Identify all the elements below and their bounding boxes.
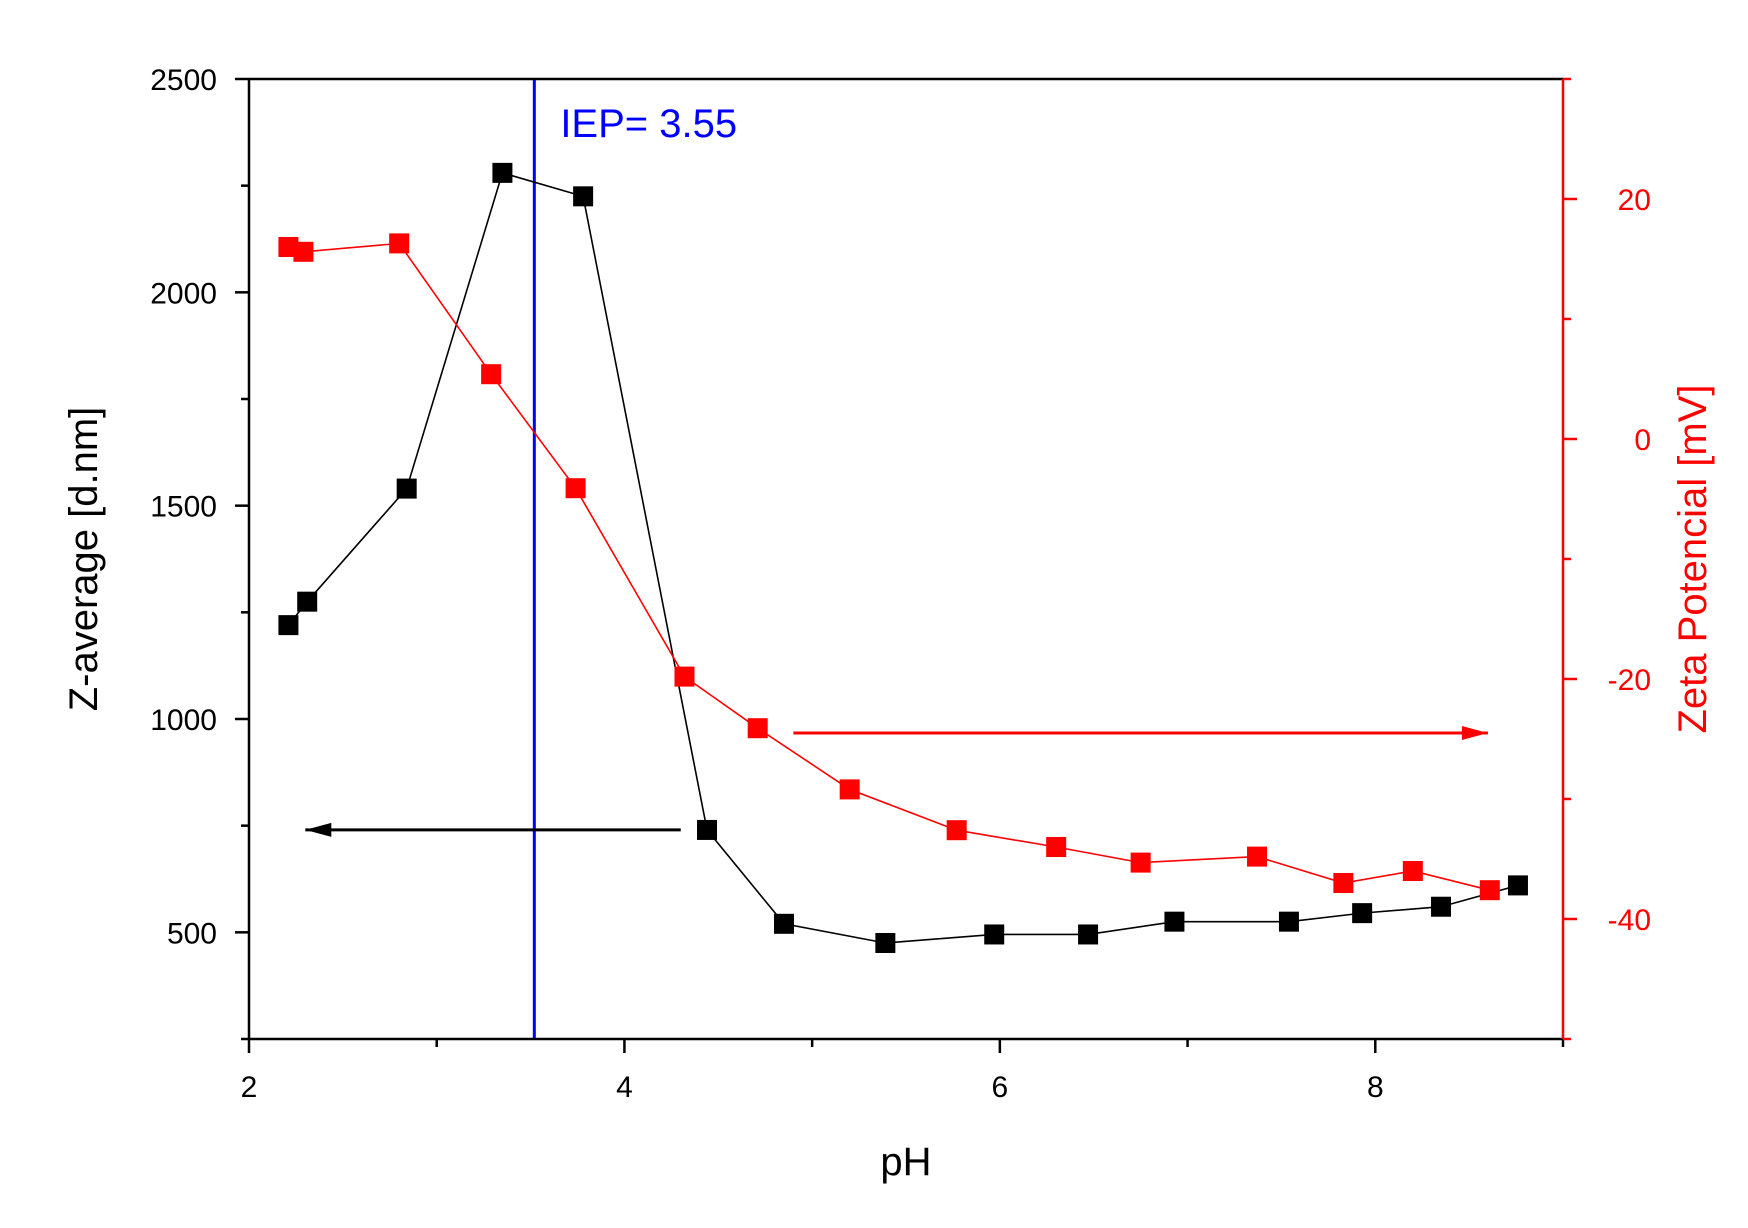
zeta-potential-series-point	[674, 666, 695, 687]
x-axis-title: pH	[880, 1140, 931, 1184]
left-y-tick-label: 1000	[150, 704, 217, 737]
arrow-head-left	[305, 822, 332, 837]
left-y-tick-label: 500	[167, 917, 217, 950]
z-average-series-point	[697, 819, 718, 840]
zeta-potential-series-point	[481, 364, 502, 385]
zeta-potential-series-point	[565, 478, 586, 499]
zeta-potential-series-point	[1247, 846, 1268, 867]
right-y-tick-label: 0	[1634, 424, 1651, 457]
left-y-tick-label: 2500	[150, 64, 217, 97]
zeta-potential-series-point	[946, 820, 967, 841]
z-average-series-point	[1507, 875, 1528, 896]
z-average-series-point	[278, 615, 299, 636]
right-y-tick-label: 20	[1618, 184, 1651, 217]
zeta-potential-series-point	[1046, 837, 1067, 857]
z-average-series-point	[396, 478, 417, 499]
zeta-potential-series-point	[839, 779, 860, 800]
z-average-series-point	[297, 591, 318, 612]
z-average-series-point	[492, 162, 513, 183]
z-average-series-point	[1430, 896, 1451, 917]
left-y-tick-label: 1500	[150, 491, 217, 524]
zeta-potential-series-point	[747, 718, 768, 739]
z-average-series-point	[573, 186, 594, 207]
zeta-potential-series-point	[1130, 852, 1151, 873]
arrow-head-right	[1461, 726, 1488, 740]
z-average-series-point	[875, 933, 896, 953]
x-tick-label: 8	[1367, 1071, 1384, 1104]
z-average-series-point	[1278, 911, 1299, 932]
z-average-series-point	[773, 913, 794, 934]
left-y-tick-label: 2000	[150, 277, 217, 310]
z-average-series-point	[1352, 903, 1373, 924]
zeta-potential-series-point	[389, 233, 410, 254]
zeta-potential-series-point	[1402, 861, 1423, 881]
zeta-potential-series-line	[288, 242, 1490, 891]
z-average-series-point	[1164, 911, 1185, 932]
x-tick-label: 4	[616, 1071, 633, 1104]
z-average-series-point	[984, 924, 1005, 945]
axes: 2 4 6 8 500 1000 1500 2000 2500 -40 -20 0 20 pH Z-aver…	[62, 64, 1715, 1184]
x-tick-label: 6	[992, 1071, 1009, 1104]
left-y-axis-title: Z-average [d.nm]	[62, 407, 106, 712]
iep-label: IEP= 3.55	[560, 102, 737, 146]
zeta-potential-series-point	[1479, 880, 1500, 901]
zeta-potential-series-point	[1333, 873, 1354, 893]
z-average-series-point	[1078, 924, 1099, 945]
x-tick-label: 2	[241, 1071, 258, 1104]
right-y-tick-label: -40	[1608, 904, 1651, 937]
z-average-series-line	[287, 171, 1519, 944]
zeta-potential-series-point	[293, 241, 314, 262]
zeta-potential-series-point	[278, 237, 299, 257]
right-y-tick-label: -20	[1608, 664, 1651, 697]
right-y-axis-title: Zeta Potencial [mV]	[1671, 384, 1715, 733]
plot-area: IEP= 3.55	[278, 79, 1528, 1039]
